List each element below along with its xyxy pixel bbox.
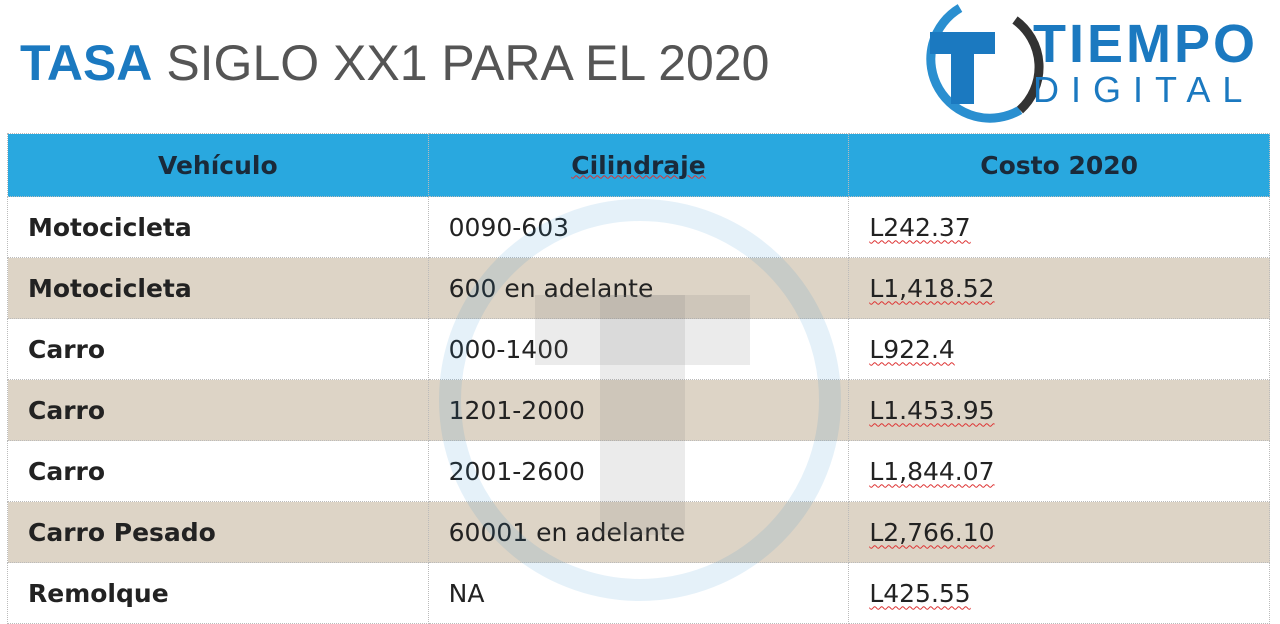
title: TASA SIGLO XX1 PARA EL 2020: [20, 34, 769, 92]
cell-text: L425.55: [869, 578, 971, 608]
table-cell: L1.453.95: [848, 379, 1270, 441]
table-cell: Carro Pesado: [7, 501, 429, 563]
table-row: Carro 2001-2600 L1,844.07: [7, 440, 1270, 502]
cell-text: 0090-603: [448, 212, 570, 242]
table-cell: 60001 en adelante: [427, 501, 850, 563]
cell-text: 60001 en adelante: [448, 517, 686, 547]
table-cell: Motocicleta: [7, 196, 429, 258]
table-row: Remolque NA L425.55: [7, 562, 1270, 624]
table-cell: Remolque: [7, 562, 429, 624]
table-cell: 2001-2600: [427, 440, 850, 502]
cell-text: 2001-2600: [448, 456, 585, 486]
cell-text: L2,766.10: [869, 517, 995, 547]
table-cell: NA: [427, 562, 850, 624]
table-cell: L1,418.52: [848, 257, 1270, 319]
logo: TIEMPO DIGITAL: [926, 4, 1258, 123]
cost-table: Vehículo Cilindraje Costo 2020 Motocicleta 0…: [7, 133, 1270, 624]
table-cell: L922.4: [848, 318, 1270, 380]
table-row: Motocicleta 0090-603 L242.37: [7, 196, 1270, 258]
title-bold: TASA: [20, 35, 153, 91]
column-header: Vehículo: [7, 133, 429, 197]
table-cell: L425.55: [848, 562, 1270, 624]
table-cell: Carro: [7, 440, 429, 502]
cell-text: Remolque: [28, 578, 169, 608]
table-row: Motocicleta 600 en adelante L1,418.52: [7, 257, 1270, 319]
header-text: Cilindraje: [571, 150, 706, 180]
table-row: Carro 1201-2000 L1.453.95: [7, 379, 1270, 441]
cell-text: Carro: [28, 334, 106, 364]
table-cell: L2,766.10: [848, 501, 1270, 563]
table-cell: L1,844.07: [848, 440, 1270, 502]
table-cell: L242.37: [848, 196, 1270, 258]
table-row: Carro 000-1400 L922.4: [7, 318, 1270, 380]
logo-line1: TIEMPO: [1033, 14, 1258, 74]
cell-text: Carro: [28, 395, 106, 425]
table-cell: 600 en adelante: [427, 257, 850, 319]
table-cell: 000-1400: [427, 318, 850, 380]
header-text: Costo 2020: [980, 150, 1139, 180]
table-cell: Motocicleta: [7, 257, 429, 319]
cell-text: 600 en adelante: [448, 273, 654, 303]
cell-text: Motocicleta: [28, 273, 192, 303]
cell-text: L1.453.95: [869, 395, 995, 425]
cell-text: 1201-2000: [448, 395, 585, 425]
cell-text: L242.37: [869, 212, 971, 242]
column-header: Costo 2020: [848, 133, 1270, 197]
header-text: Vehículo: [157, 150, 278, 180]
table-cell: 0090-603: [427, 196, 850, 258]
cell-text: Carro: [28, 456, 106, 486]
table-cell: Carro: [7, 318, 429, 380]
table-cell: 1201-2000: [427, 379, 850, 441]
table-row: Carro Pesado 60001 en adelante L2,766.10: [7, 501, 1270, 563]
cell-text: 000-1400: [448, 334, 570, 364]
title-rest: SIGLO XX1 PARA EL 2020: [166, 35, 770, 91]
cell-text: NA: [448, 578, 485, 608]
cell-text: Motocicleta: [28, 212, 192, 242]
table-cell: Carro: [7, 379, 429, 441]
cell-text: L1,418.52: [869, 273, 995, 303]
cell-text: L1,844.07: [869, 456, 995, 486]
cell-text: L922.4: [869, 334, 955, 364]
cell-text: Carro Pesado: [28, 517, 216, 547]
column-header: Cilindraje: [427, 133, 850, 197]
logo-line2: DIGITAL: [1033, 69, 1254, 110]
